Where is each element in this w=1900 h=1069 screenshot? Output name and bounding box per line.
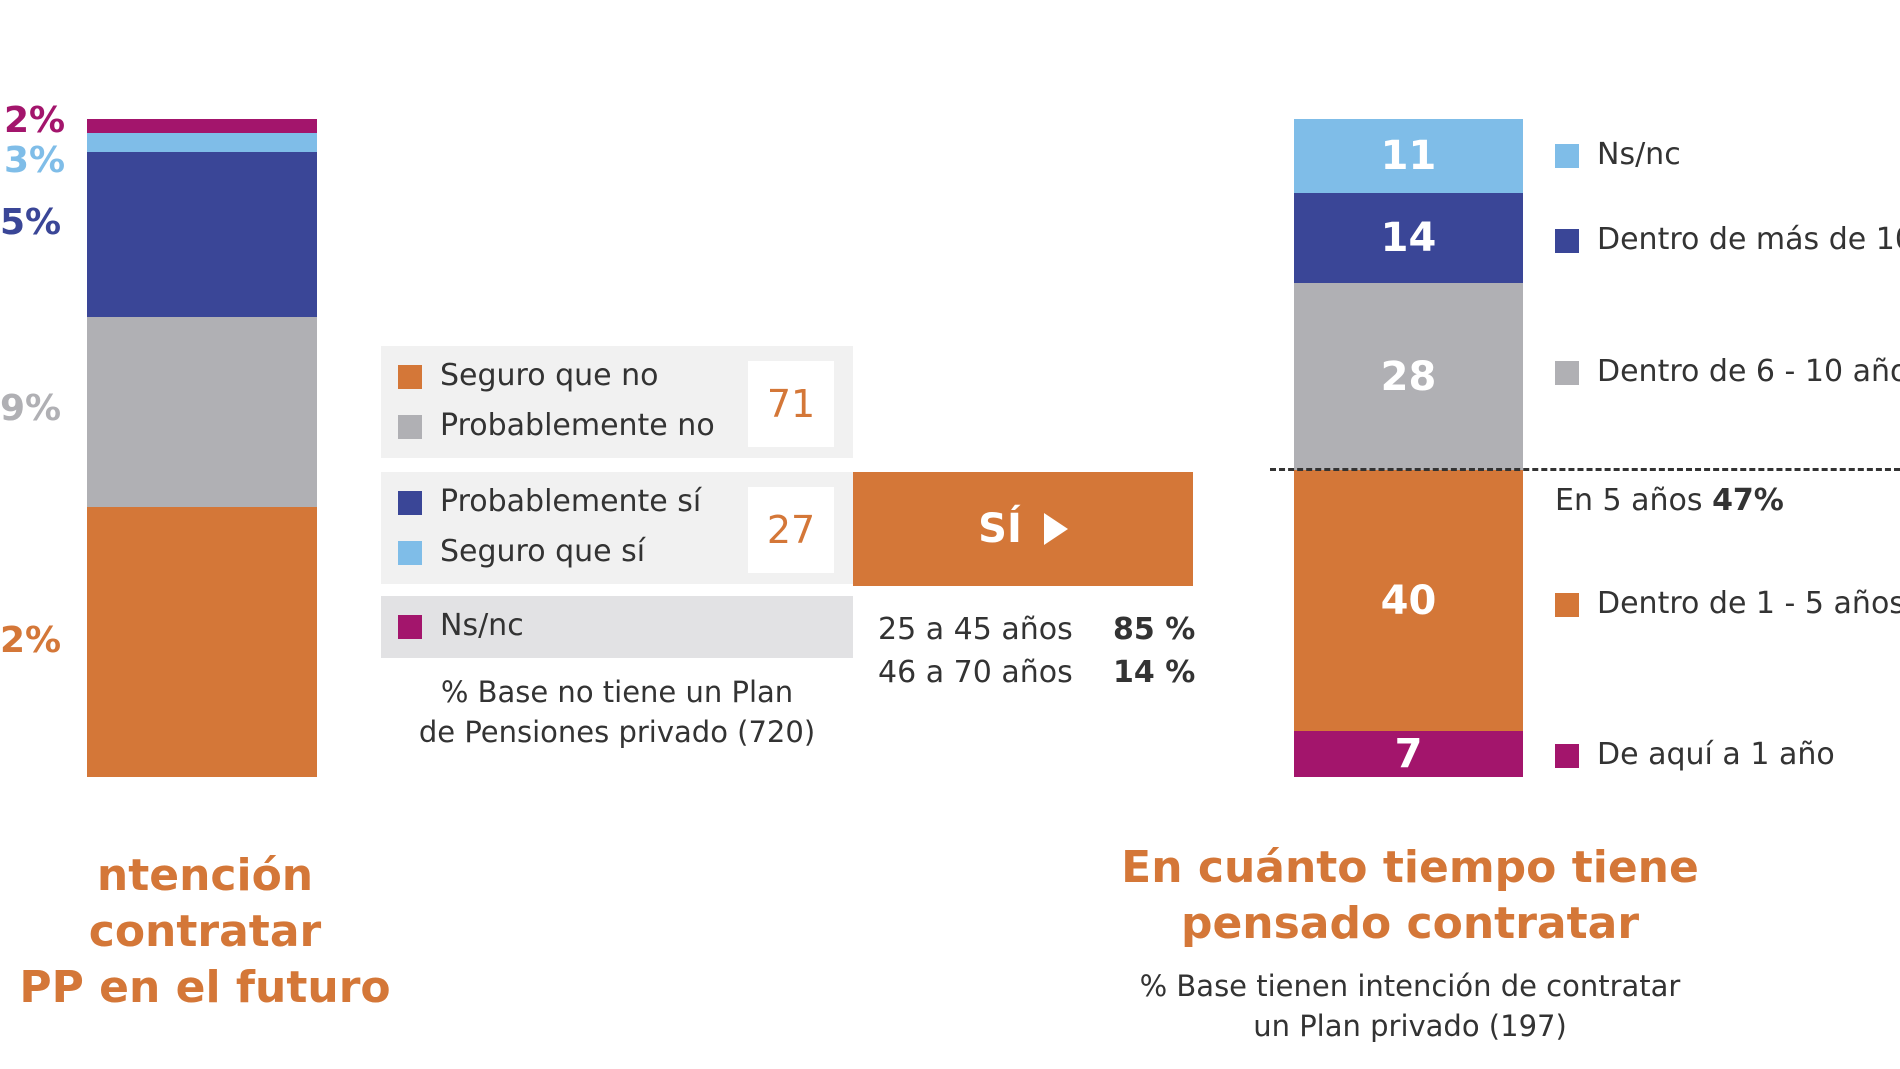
- bar-value-mas-10: 14: [1380, 215, 1437, 261]
- middle-base-note: % Base no tiene un Plan de Pensiones pri…: [418, 675, 816, 749]
- left-chart-title: ntención contratar PP en el futuro: [19, 850, 391, 1013]
- bar-value-6-10-anos: 28: [1380, 353, 1437, 400]
- legend-item-seguro-no: Seguro que no: [398, 358, 659, 393]
- age-row-label-1: 25 a 45 años: [878, 612, 1073, 647]
- legend-swatch-grey: [398, 414, 422, 439]
- pct-label-nsnc: 2%: [4, 100, 66, 141]
- bar-segment-nsnc: [1294, 119, 1523, 193]
- right-chart-title: En cuánto tiempo tiene pensado contratar: [1121, 842, 1699, 949]
- si-label: SÍ: [978, 506, 1022, 552]
- legend-item-probablemente-si: Probablemente sí: [398, 484, 701, 519]
- legend-swatch-orange: [398, 364, 422, 389]
- bar-segment-1-ano: [1294, 731, 1523, 777]
- left-stacked-bar: [87, 119, 317, 777]
- legend-swatch-light-blue: [398, 540, 422, 565]
- right-legend-1-5: Dentro de 1 - 5 años: [1555, 586, 1900, 621]
- right-legend-1-ano: De aquí a 1 año: [1555, 737, 1835, 772]
- bar-segment-seguro-si: [87, 133, 317, 152]
- pct-label-probablemente-si: 5%: [0, 202, 62, 243]
- pct-label-seguro-si: 3%: [4, 140, 66, 181]
- legend-group-nsnc: [381, 596, 853, 658]
- right-legend-6-10: Dentro de 6 - 10 años: [1555, 354, 1900, 389]
- bar-segment-probablemente-no: [87, 317, 317, 507]
- legend-swatch-magenta: [1555, 743, 1579, 768]
- bar-segment-nsnc: [87, 119, 317, 133]
- right-legend-nsnc: Ns/nc: [1555, 137, 1681, 172]
- bar-value-1-5-anos: 40: [1380, 577, 1437, 624]
- age-row-value-1: 85 %: [1113, 612, 1196, 647]
- legend-swatch-orange: [1555, 592, 1579, 617]
- bar-segment-seguro-no: [87, 507, 317, 777]
- right-stacked-bar: 7 40 28 14 11: [1294, 119, 1523, 777]
- legend-swatch-dark-blue: [1555, 228, 1579, 253]
- bar-value-1-ano: 7: [1394, 731, 1423, 777]
- age-row-label-2: 46 a 70 años: [878, 655, 1073, 690]
- total-no-value: 71: [748, 361, 834, 447]
- legend-item-nsnc: Ns/nc: [398, 608, 524, 643]
- pct-label-seguro-no: 2%: [0, 620, 62, 661]
- legend-swatch-light-blue: [1555, 143, 1579, 168]
- legend-item-probablemente-no: Probablemente no: [398, 408, 715, 443]
- bar-segment-probablemente-si: [87, 152, 317, 317]
- age-row-value-2: 14 %: [1113, 655, 1196, 690]
- threshold-dashed-line: [1270, 468, 1900, 471]
- bar-segment-mas-10: [1294, 193, 1523, 283]
- legend-swatch-magenta: [398, 614, 422, 639]
- total-yes-value: 27: [748, 487, 834, 573]
- si-banner: SÍ: [853, 472, 1193, 586]
- bar-segment-6-10-anos: [1294, 283, 1523, 470]
- legend-swatch-dark-blue: [398, 490, 422, 515]
- bar-value-nsnc: 11: [1380, 133, 1437, 179]
- right-base-note: % Base tienen intención de contratar un …: [1139, 969, 1681, 1043]
- bar-segment-1-5-anos: [1294, 470, 1523, 731]
- threshold-label: En 5 años 47%: [1555, 483, 1784, 518]
- legend-swatch-grey: [1555, 360, 1579, 385]
- legend-item-seguro-si: Seguro que sí: [398, 534, 645, 569]
- right-legend-mas-10: Dentro de más de 10: [1555, 222, 1900, 257]
- play-arrow-icon: [1043, 513, 1068, 545]
- pct-label-probablemente-no: 9%: [0, 388, 62, 429]
